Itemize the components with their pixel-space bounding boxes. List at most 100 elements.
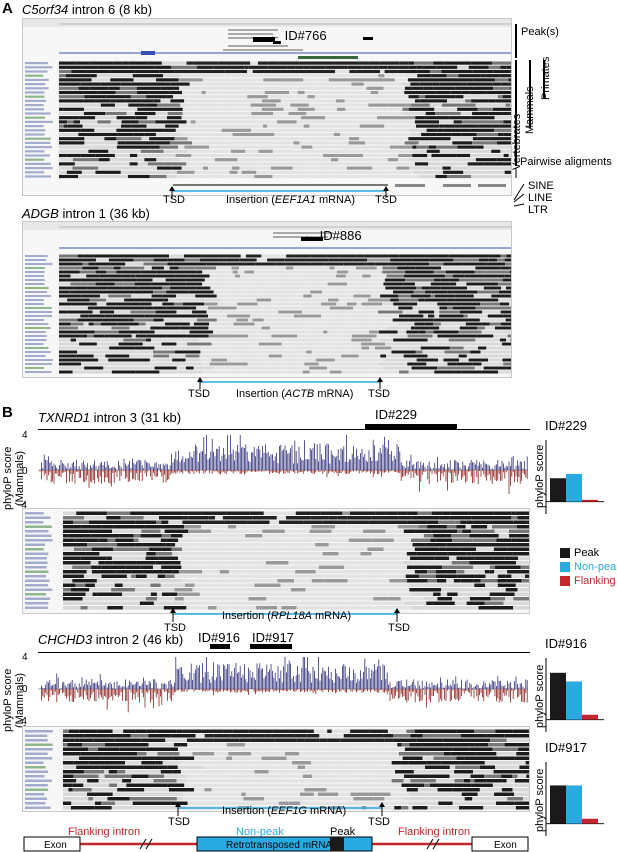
diagram-flank-left: Flanking intron [68,826,141,838]
insertion-line-a1 [169,186,389,198]
region-a2-title: ADGB intron 1 (36 kb) [22,206,150,221]
tsd-label-a1-left: TSD [163,194,185,206]
insertion-label-b2: Insertion (EEF1G mRNA) [222,805,347,817]
chart-title-916: ID#916 [545,636,587,651]
peak-id-886: ID#886 [319,228,362,243]
region-a2-gene: ADGB [22,206,59,221]
alignment-tracks-a1 [25,61,511,179]
bar-peak [550,478,566,502]
insertion-line-a2 [197,377,383,389]
peak-bar-916 [210,644,230,649]
browser-b2-svg [25,729,529,810]
ytick-top-b1: 4 [22,430,28,441]
bar-ylabel-916: phyloP score [534,664,546,728]
genome-browser-b1 [22,508,530,614]
region-b2-title: CHCHD3 intron 2 (46 kb) [38,632,184,647]
diagram-peak: Peak [330,826,356,838]
exon-right-box [471,836,529,852]
peak-bar-766 [253,37,275,42]
genome-browser-a1 [22,18,512,196]
tsd-label-a2-left: TSD [188,388,210,400]
region-a1-title: C5orf34 intron 6 (8 kb) [22,2,152,17]
peak-id-886-label: ← ID#886 [303,228,362,243]
insertion-label-b1: Insertion (RPL18A mRNA) [222,610,352,622]
region-a1-rest: intron 6 (8 kb) [68,2,153,17]
region-b2-baseline [38,652,530,653]
peak-id-766: ID#766 [284,28,327,43]
bar-flanking-intron [582,499,598,502]
bar-peak [550,785,566,824]
track-brackets-a1 [513,24,545,207]
peak-bar-886 [301,237,323,241]
panel-a-letter: A [2,0,13,17]
peak-box [330,837,344,851]
arrow-left-icon: ← [268,28,281,43]
region-a1-gene: C5orf34 [22,2,69,17]
bar-flanking-intron [582,714,598,720]
genome-browser-b2 [22,726,530,812]
legend-item-peak: Peak [560,546,617,560]
label-mammals: Mammals [524,86,536,134]
insertion-label-a1: Insertion (EEF1A1 mRNA) [226,194,355,206]
legend-swatch-peak [560,548,570,558]
chart-title-229: ID#229 [545,418,587,433]
tsd-label-b2-right: TSD [368,816,390,828]
phylop-track-b1 [38,435,528,494]
tsd-label-b2-left: TSD [168,816,190,828]
label-sine: SINE [528,180,554,192]
retrotransposon-diagram [23,836,529,852]
bar-non-peak [566,473,582,502]
peak-id-766-label: ← ID#766 [268,28,327,43]
retro-mrna-box [196,836,373,852]
bar-ylabel-917: phyloP score [534,768,546,832]
ytick-mid-b1: 0 [22,466,28,477]
tsd-label-a1-right: TSD [375,194,397,206]
label-primates: Primates [540,56,552,100]
bar-flanking-intron [582,818,598,824]
label-pairwise: Pairwise aligments [520,156,612,168]
peak-bar-229 [365,424,457,429]
panel-b-letter: B [2,404,13,421]
peak-id-916: ID#916 [198,630,240,645]
label-line: LINE [528,192,553,204]
bar-non-peak [566,681,582,720]
region-a2-rest: intron 1 (36 kb) [58,206,150,221]
chart-title-917: ID#917 [545,740,587,755]
region-b1-title: TXNRD1 intron 3 (31 kb) [38,410,182,425]
ytick-bot-b2: -4 [18,716,27,727]
phylop-track-b2 [38,657,528,713]
browser-b1-svg [25,511,529,610]
legend-swatch-nonpeak [560,562,570,572]
retro-mrna-label: Retrotransposed mRNA [226,840,333,851]
exon-left-label: Exon [44,840,67,851]
ylabel-b1-line2: (Mammals) [14,451,26,506]
peak-bar-917 [250,644,292,649]
peak-id-917: ID#917 [252,630,294,645]
bar-chart-229 [545,440,604,514]
insertion-label-a2: Insertion (ACTB mRNA) [236,388,354,400]
legend-item-flanking: Flanking intron [560,574,617,588]
tsd-label-a2-right: TSD [368,388,390,400]
bar-chart-916 [545,658,604,732]
label-peaks: Peak(s) [521,26,559,38]
legend: Peak Non-peak Flanking intron [560,546,617,588]
genome-browser-a2 [22,221,512,378]
label-ltr: LTR [528,204,548,216]
peak-id-229: ID#229 [375,407,417,422]
diagram-nonpeak: Non-peak [236,826,284,838]
bar-non-peak [566,785,582,824]
insertion-line-b1 [170,608,400,622]
region-b1-baseline [38,429,530,430]
bar-chart-917 [545,762,604,836]
browser-a1-svg [23,19,511,187]
bar-ylabel-229: phyloP score [534,444,546,508]
legend-swatch-flanking [560,576,570,586]
exon-right-label: Exon [494,840,517,851]
diagram-flank-right: Flanking intron [398,826,471,838]
ytick-bot-b1: -4 [18,500,27,511]
ylabel-b2-line2: (Mammals) [14,673,26,728]
alignment-tracks-a2 [25,254,511,374]
exon-left-box [23,836,81,852]
bar-peak [550,672,566,720]
browser-a2-svg [23,222,511,374]
